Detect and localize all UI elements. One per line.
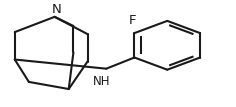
Text: N: N: [52, 3, 62, 16]
Text: NH: NH: [93, 75, 110, 88]
Text: F: F: [128, 14, 136, 27]
